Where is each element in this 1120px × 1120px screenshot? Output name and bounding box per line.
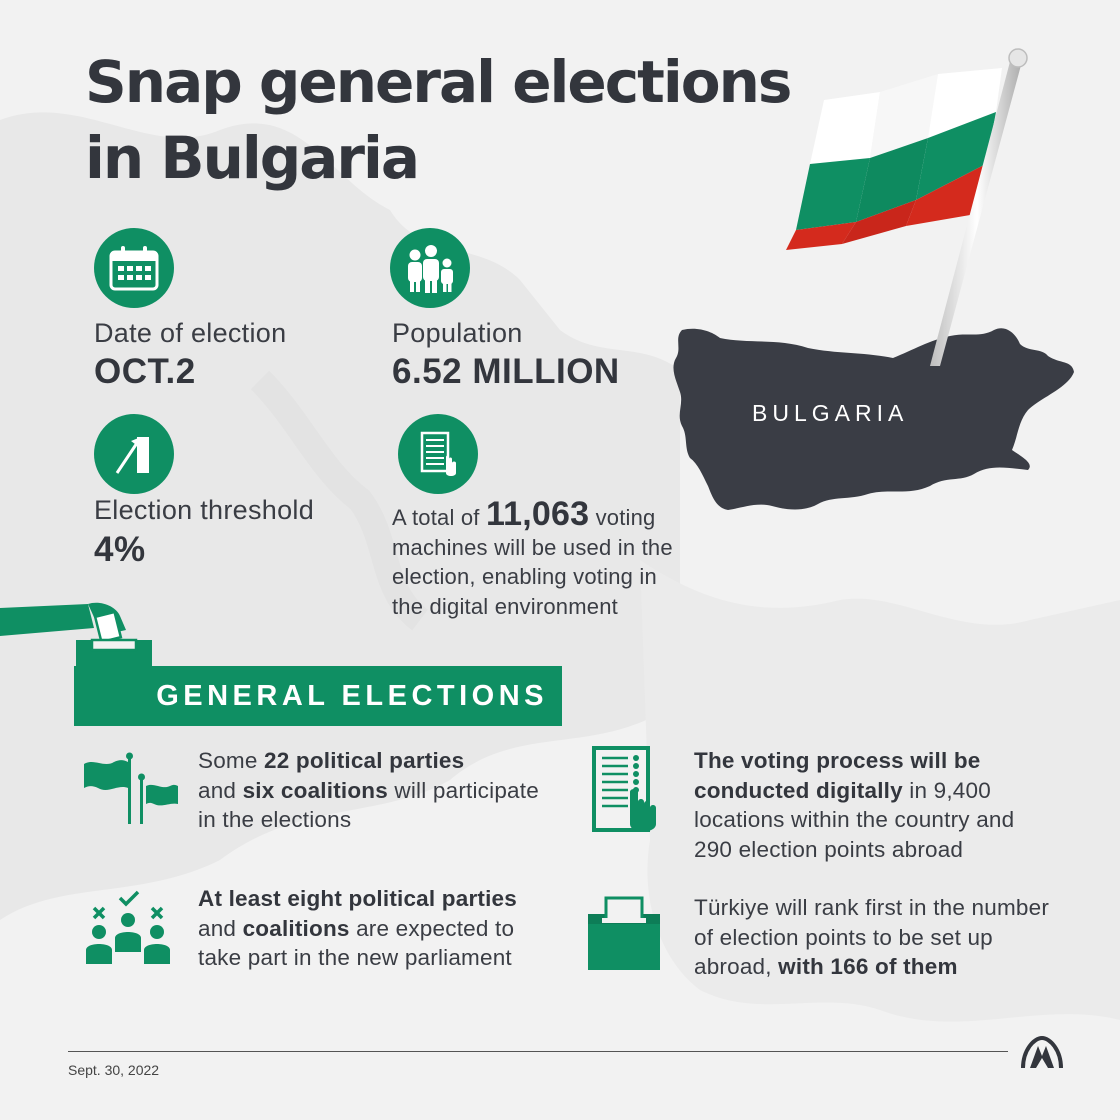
machines-line-2: machines will be used in the [392, 534, 673, 560]
bulgaria-shape [673, 328, 1074, 510]
flags-icon [84, 752, 178, 824]
parties-text: Some 22 political parties and six coalit… [198, 748, 539, 832]
footer-date: Sept. 30, 2022 [68, 1062, 160, 1078]
threshold-chart-icon [94, 414, 174, 494]
title-line-2: in Bulgaria [85, 124, 420, 192]
map-label: BULGARIA [752, 400, 909, 426]
candidates-icon [86, 890, 170, 964]
parties-count: 22 political parties [264, 748, 465, 773]
digital-text: The voting process will be conducted dig… [694, 748, 1015, 862]
machines-number: 11,063 [485, 495, 590, 533]
machines-text: A total of 11,063 voting machines will b… [392, 495, 722, 621]
parliament-text: At least eight political parties and coa… [198, 886, 517, 970]
coalitions-count: six coalitions [242, 777, 388, 803]
machines-line-1: A total of 11,063 voting [392, 495, 656, 533]
date-value: OCT.2 [94, 352, 196, 391]
section-banner: GENERAL ELECTIONS [74, 666, 562, 726]
footer-divider [68, 1051, 1008, 1052]
title-line-1: Snap general elections [85, 48, 792, 116]
family-icon [390, 228, 470, 308]
ballot-touch-icon [592, 746, 656, 832]
turkiye-text: Türkiye will rank first in the number of… [694, 895, 1050, 979]
voting-machine-icon [398, 414, 478, 494]
date-label: Date of election [94, 318, 287, 348]
population-label: Population [392, 318, 523, 348]
aa-logo [1021, 1035, 1063, 1069]
machines-line-4: the digital environment [392, 593, 618, 619]
section-title: GENERAL ELECTIONS [156, 679, 548, 712]
ballot-box-icon [588, 896, 660, 970]
page-title: Snap general elections in Bulgaria [85, 44, 792, 196]
threshold-value: 4% [94, 530, 146, 569]
bulgaria-flag-icon [786, 48, 1028, 366]
machines-line-3: election, enabling voting in [392, 564, 657, 589]
calendar-icon [94, 228, 174, 308]
threshold-label: Election threshold [94, 495, 315, 525]
bulgaria-map [673, 328, 1074, 510]
population-value: 6.52 MILLION [392, 352, 620, 391]
ballot-hand-icon [0, 602, 152, 670]
